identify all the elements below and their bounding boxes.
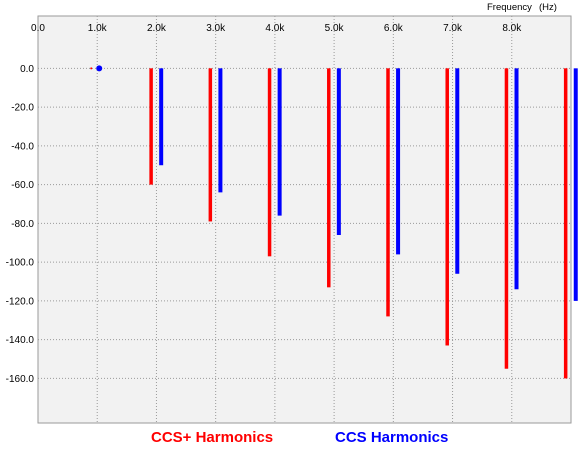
grid-lines — [38, 16, 571, 423]
y-tick-label: -60.0 — [11, 180, 34, 191]
x-tick-label: 2.0k — [147, 23, 167, 34]
y-tick-label: -20.0 — [11, 103, 34, 114]
harmonic-bar — [514, 68, 519, 290]
harmonic-bar — [336, 68, 341, 236]
harmonic-bar — [563, 68, 568, 379]
y-tick-label: 0.0 — [20, 64, 34, 75]
x-tick-label: 3.0k — [206, 23, 226, 34]
plot-background — [37, 15, 572, 424]
harmonic-bar — [386, 68, 390, 317]
y-tick-label: -80.0 — [11, 219, 34, 230]
y-tick-labels: 0.0 -20.0 -40.0 -60.0 -80.0 -100.0 -120.0 -140.… — [6, 64, 35, 385]
x-tick-label: 1.0k — [88, 23, 108, 34]
harmonic-bar — [573, 68, 578, 301]
x-axis-unit: (Hz) — [539, 2, 557, 13]
y-tick-label: -100.0 — [6, 258, 35, 269]
harmonic-bar — [218, 68, 223, 193]
harmonic-bar — [445, 68, 449, 346]
fundamental-marker-red — [90, 67, 93, 70]
harmonic-bar — [149, 68, 153, 185]
harmonic-bar — [455, 68, 460, 274]
x-tick-label: 5.0k — [325, 23, 345, 34]
harmonic-bar — [267, 68, 272, 257]
x-tick-label: 6.0k — [384, 23, 404, 34]
x-tick-label: 7.0k — [443, 23, 463, 34]
y-tick-label: -160.0 — [6, 374, 35, 385]
x-axis-label: Frequency — [487, 2, 532, 13]
harmonic-bars — [90, 67, 578, 379]
x-tick-label: 8.0k — [502, 23, 522, 34]
x-tick-label: 4.0k — [265, 23, 285, 34]
legend-ccs-plus: CCS+ Harmonics — [151, 429, 274, 446]
harmonic-bar — [396, 68, 401, 255]
x-tick-label: 0.0 — [31, 23, 45, 34]
y-tick-label: -40.0 — [11, 141, 34, 152]
harmonic-bar — [327, 68, 331, 288]
harmonic-bar — [504, 68, 509, 369]
harmonic-bar — [159, 68, 164, 166]
harmonic-bar — [208, 68, 213, 222]
y-tick-label: -140.0 — [6, 335, 35, 346]
fundamental-marker — [96, 65, 103, 72]
x-tick-labels: 0.0 1.0k 2.0k 3.0k 4.0k 5.0k 6.0k 7.0k 8.0k — [31, 23, 522, 34]
y-tick-label: -120.0 — [6, 296, 35, 307]
legend-ccs: CCS Harmonics — [335, 429, 449, 446]
harmonic-bar — [277, 68, 282, 216]
